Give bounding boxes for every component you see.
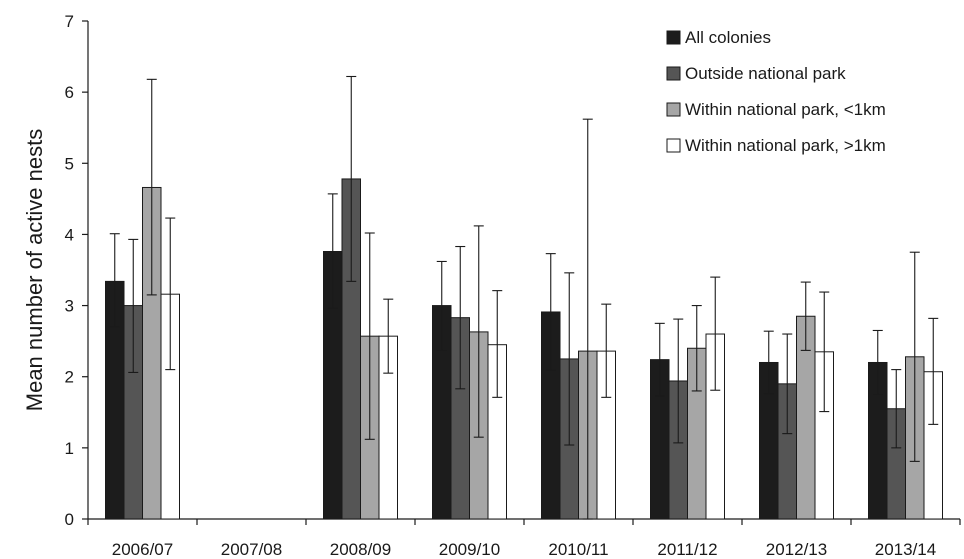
error-bar <box>691 305 702 392</box>
legend-label: Outside national park <box>685 64 846 83</box>
error-bar <box>128 238 139 373</box>
error-bar <box>364 232 375 440</box>
error-bar <box>872 329 883 396</box>
y-tick-label: 0 <box>65 510 74 529</box>
legend-item: Outside national park <box>666 64 846 83</box>
x-tick-label: 2008/09 <box>330 540 391 559</box>
legend-item: Within national park, <1km <box>666 100 886 119</box>
y-tick-label: 6 <box>65 83 74 102</box>
x-tick-label: 2011/12 <box>657 540 717 559</box>
y-tick-label: 4 <box>65 225 74 244</box>
error-bar <box>455 245 466 390</box>
legend: All colonies Outside national park Within … <box>666 28 886 155</box>
error-bar <box>654 322 665 397</box>
legend-swatch <box>666 66 681 81</box>
error-bar <box>673 318 684 444</box>
error-bar <box>146 78 157 296</box>
error-bar <box>819 291 830 413</box>
error-bars <box>109 75 939 520</box>
y-tick-label: 5 <box>65 154 74 173</box>
error-bar <box>909 251 920 462</box>
y-tick-label: 3 <box>65 297 74 316</box>
legend-label: All colonies <box>685 28 771 47</box>
error-bar <box>383 298 394 374</box>
error-bar <box>492 290 503 398</box>
error-bar <box>800 281 811 351</box>
error-bar <box>763 330 774 395</box>
x-tick-label: 2010/11 <box>548 540 608 559</box>
legend-swatch <box>666 138 681 153</box>
error-bar <box>782 333 793 435</box>
error-bar <box>165 217 176 371</box>
x-tick-label: 2009/10 <box>439 540 500 559</box>
y-tick-label: 7 <box>65 12 74 31</box>
x-tick-label: 2013/14 <box>875 540 936 559</box>
error-bar <box>327 193 338 309</box>
legend-swatch <box>666 102 681 117</box>
error-bar <box>710 276 721 391</box>
error-bar <box>582 118 593 520</box>
y-axis-title: Mean number of active nests <box>22 129 47 411</box>
x-tick-label: 2012/13 <box>766 540 827 559</box>
y-tick-label: 1 <box>65 439 74 458</box>
x-tick-label: 2007/08 <box>221 540 282 559</box>
legend-item: Within national park, >1km <box>666 136 886 155</box>
legend-label: Within national park, <1km <box>685 100 886 119</box>
error-bar <box>601 303 612 398</box>
error-bar <box>564 272 575 446</box>
error-bar <box>891 369 902 449</box>
bars <box>105 178 943 520</box>
error-bar <box>346 75 357 282</box>
y-tick-label: 2 <box>65 368 74 387</box>
x-tick-label: 2006/07 <box>112 540 173 559</box>
legend-swatch <box>666 30 681 45</box>
error-bar <box>545 253 556 371</box>
x-axis: 2006/07 2007/08 2008/09 2009/10 2010/11 2011/… <box>87 518 961 559</box>
legend-item: All colonies <box>666 28 771 47</box>
error-bar <box>436 260 447 351</box>
y-axis: 0 1 2 3 4 5 6 7 <box>65 12 89 529</box>
legend-label: Within national park, >1km <box>685 136 886 155</box>
error-bar <box>473 225 484 438</box>
error-bar <box>928 317 939 425</box>
error-bar <box>109 233 120 328</box>
